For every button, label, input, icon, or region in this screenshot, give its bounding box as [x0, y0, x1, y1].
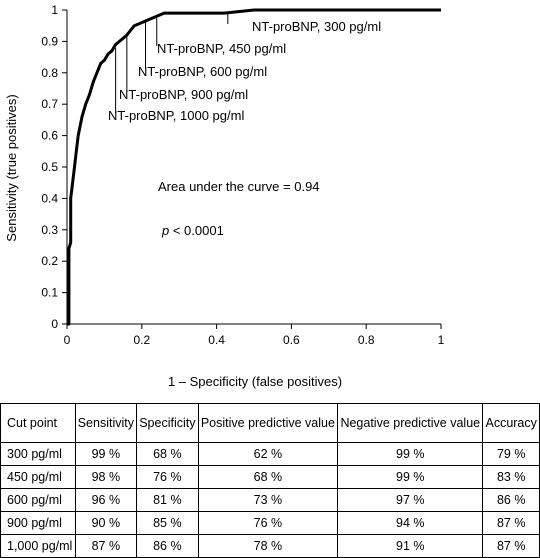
x-tick-label: 0.4 — [208, 333, 225, 347]
x-tick-label: 0 — [64, 333, 71, 347]
p-symbol: p — [161, 223, 169, 238]
statistics-table: Cut point Sensitivity Specificity Positi… — [0, 403, 540, 558]
table-cell: 96 % — [74, 488, 138, 512]
table-cell: 300 pg/ml — [0, 442, 76, 466]
table-cell: 94 % — [337, 511, 484, 535]
table-row: 1,000 pg/ml 87 % 86 % 78 % 91 % 87 % — [0, 534, 540, 558]
y-axis-label: Sensitivity (true positives) — [4, 94, 19, 241]
table-row: 900 pg/ml 90 % 85 % 76 % 94 % 87 % — [0, 511, 540, 535]
p-value: < 0.0001 — [169, 223, 224, 238]
header-specificity: Specificity — [136, 403, 199, 443]
table-cell: 87 % — [482, 534, 540, 558]
table-cell: 87 % — [482, 511, 540, 535]
table-cell: 76 % — [197, 511, 339, 535]
roc-chart: 0 0.1 0.2 0.3 0.4 0.5 0.6 0.7 0.8 0.9 1 0 0.2 0.4 0.6 0… — [4, 3, 445, 347]
table-cell: 600 pg/ml — [0, 488, 76, 512]
y-tick-label: 0.5 — [41, 160, 58, 174]
roc-curve-group — [67, 8, 441, 326]
table-cell: 86 % — [136, 534, 199, 558]
header-ppv: Positive predictive value — [197, 403, 339, 443]
annotation-label: NT-proBNP, 900 pg/ml — [119, 87, 248, 102]
auc-label: Area under the curve = 0.94 — [158, 179, 320, 194]
table-cell: 76 % — [136, 465, 199, 489]
x-tick-label: 0.2 — [133, 333, 150, 347]
y-tick-label: 0.6 — [41, 129, 58, 143]
table-cell: 87 % — [74, 534, 138, 558]
table-cell: 83 % — [482, 465, 540, 489]
table-cell: 900 pg/ml — [0, 511, 76, 535]
table-cell: 73 % — [197, 488, 339, 512]
table-cell: 99 % — [337, 465, 484, 489]
y-tick-label: 0.2 — [41, 254, 58, 268]
chart-axes — [66, 10, 441, 325]
y-tick-label: 0.8 — [41, 66, 58, 80]
table-cell: 98 % — [74, 465, 138, 489]
y-tick-label: 0 — [51, 317, 58, 331]
table-cell: 99 % — [337, 442, 484, 466]
table-cell: 91 % — [337, 534, 484, 558]
table-row: 300 pg/ml 99 % 68 % 62 % 99 % 79 % — [0, 442, 540, 466]
chart-annotations: NT-proBNP, 300 pg/ml NT-proBNP, 450 pg/ml… — [108, 13, 381, 123]
header-accuracy: Accuracy — [482, 403, 540, 443]
table-cell: 78 % — [197, 534, 339, 558]
x-tick-label: 0.8 — [358, 333, 375, 347]
table-cell: 1,000 pg/ml — [0, 534, 76, 558]
p-value-label: p < 0.0001 — [161, 223, 224, 238]
table-cell: 85 % — [136, 511, 199, 535]
table-cell: 68 % — [136, 442, 199, 466]
table-cell: 99 % — [74, 442, 138, 466]
annotation-label: NT-proBNP, 450 pg/ml — [157, 41, 286, 56]
header-cut-point: Cut point — [0, 403, 76, 443]
chart-ticks: 0 0.1 0.2 0.3 0.4 0.5 0.6 0.7 0.8 0.9 1 0 0.2 0.4 0.6 0… — [41, 3, 444, 347]
y-tick-label: 0.7 — [41, 97, 58, 111]
table-row: 450 pg/ml 98 % 76 % 68 % 99 % 83 % — [0, 465, 540, 489]
header-npv: Negative predictive value — [337, 403, 484, 443]
annotation-label: NT-proBNP, 300 pg/ml — [252, 19, 381, 34]
x-tick-label: 0.6 — [283, 333, 300, 347]
table-cell: 62 % — [197, 442, 339, 466]
y-tick-label: 1 — [51, 3, 58, 17]
annotation-label: NT-proBNP, 600 pg/ml — [138, 64, 267, 79]
y-tick-label: 0.3 — [41, 223, 58, 237]
x-tick-label: 1 — [438, 333, 445, 347]
x-axis-label: 1 – Specificity (false positives) — [167, 374, 343, 389]
y-tick-label: 0.9 — [41, 34, 58, 48]
table-cell: 68 % — [197, 465, 339, 489]
table-header-row: Cut point Sensitivity Specificity Positi… — [0, 403, 540, 443]
table-cell: 86 % — [482, 488, 540, 512]
table-cell: 450 pg/ml — [0, 465, 76, 489]
table-cell: 81 % — [136, 488, 199, 512]
y-tick-label: 0.4 — [41, 191, 58, 205]
annotation-label: NT-proBNP, 1000 pg/ml — [108, 108, 244, 123]
table-row: 600 pg/ml 96 % 81 % 73 % 97 % 86 % — [0, 488, 540, 512]
table-cell: 97 % — [337, 488, 484, 512]
y-tick-label: 0.1 — [41, 286, 58, 300]
header-sensitivity: Sensitivity — [74, 403, 138, 443]
table-cell: 79 % — [482, 442, 540, 466]
roc-curve-line — [67, 8, 441, 326]
table-cell: 90 % — [74, 511, 138, 535]
